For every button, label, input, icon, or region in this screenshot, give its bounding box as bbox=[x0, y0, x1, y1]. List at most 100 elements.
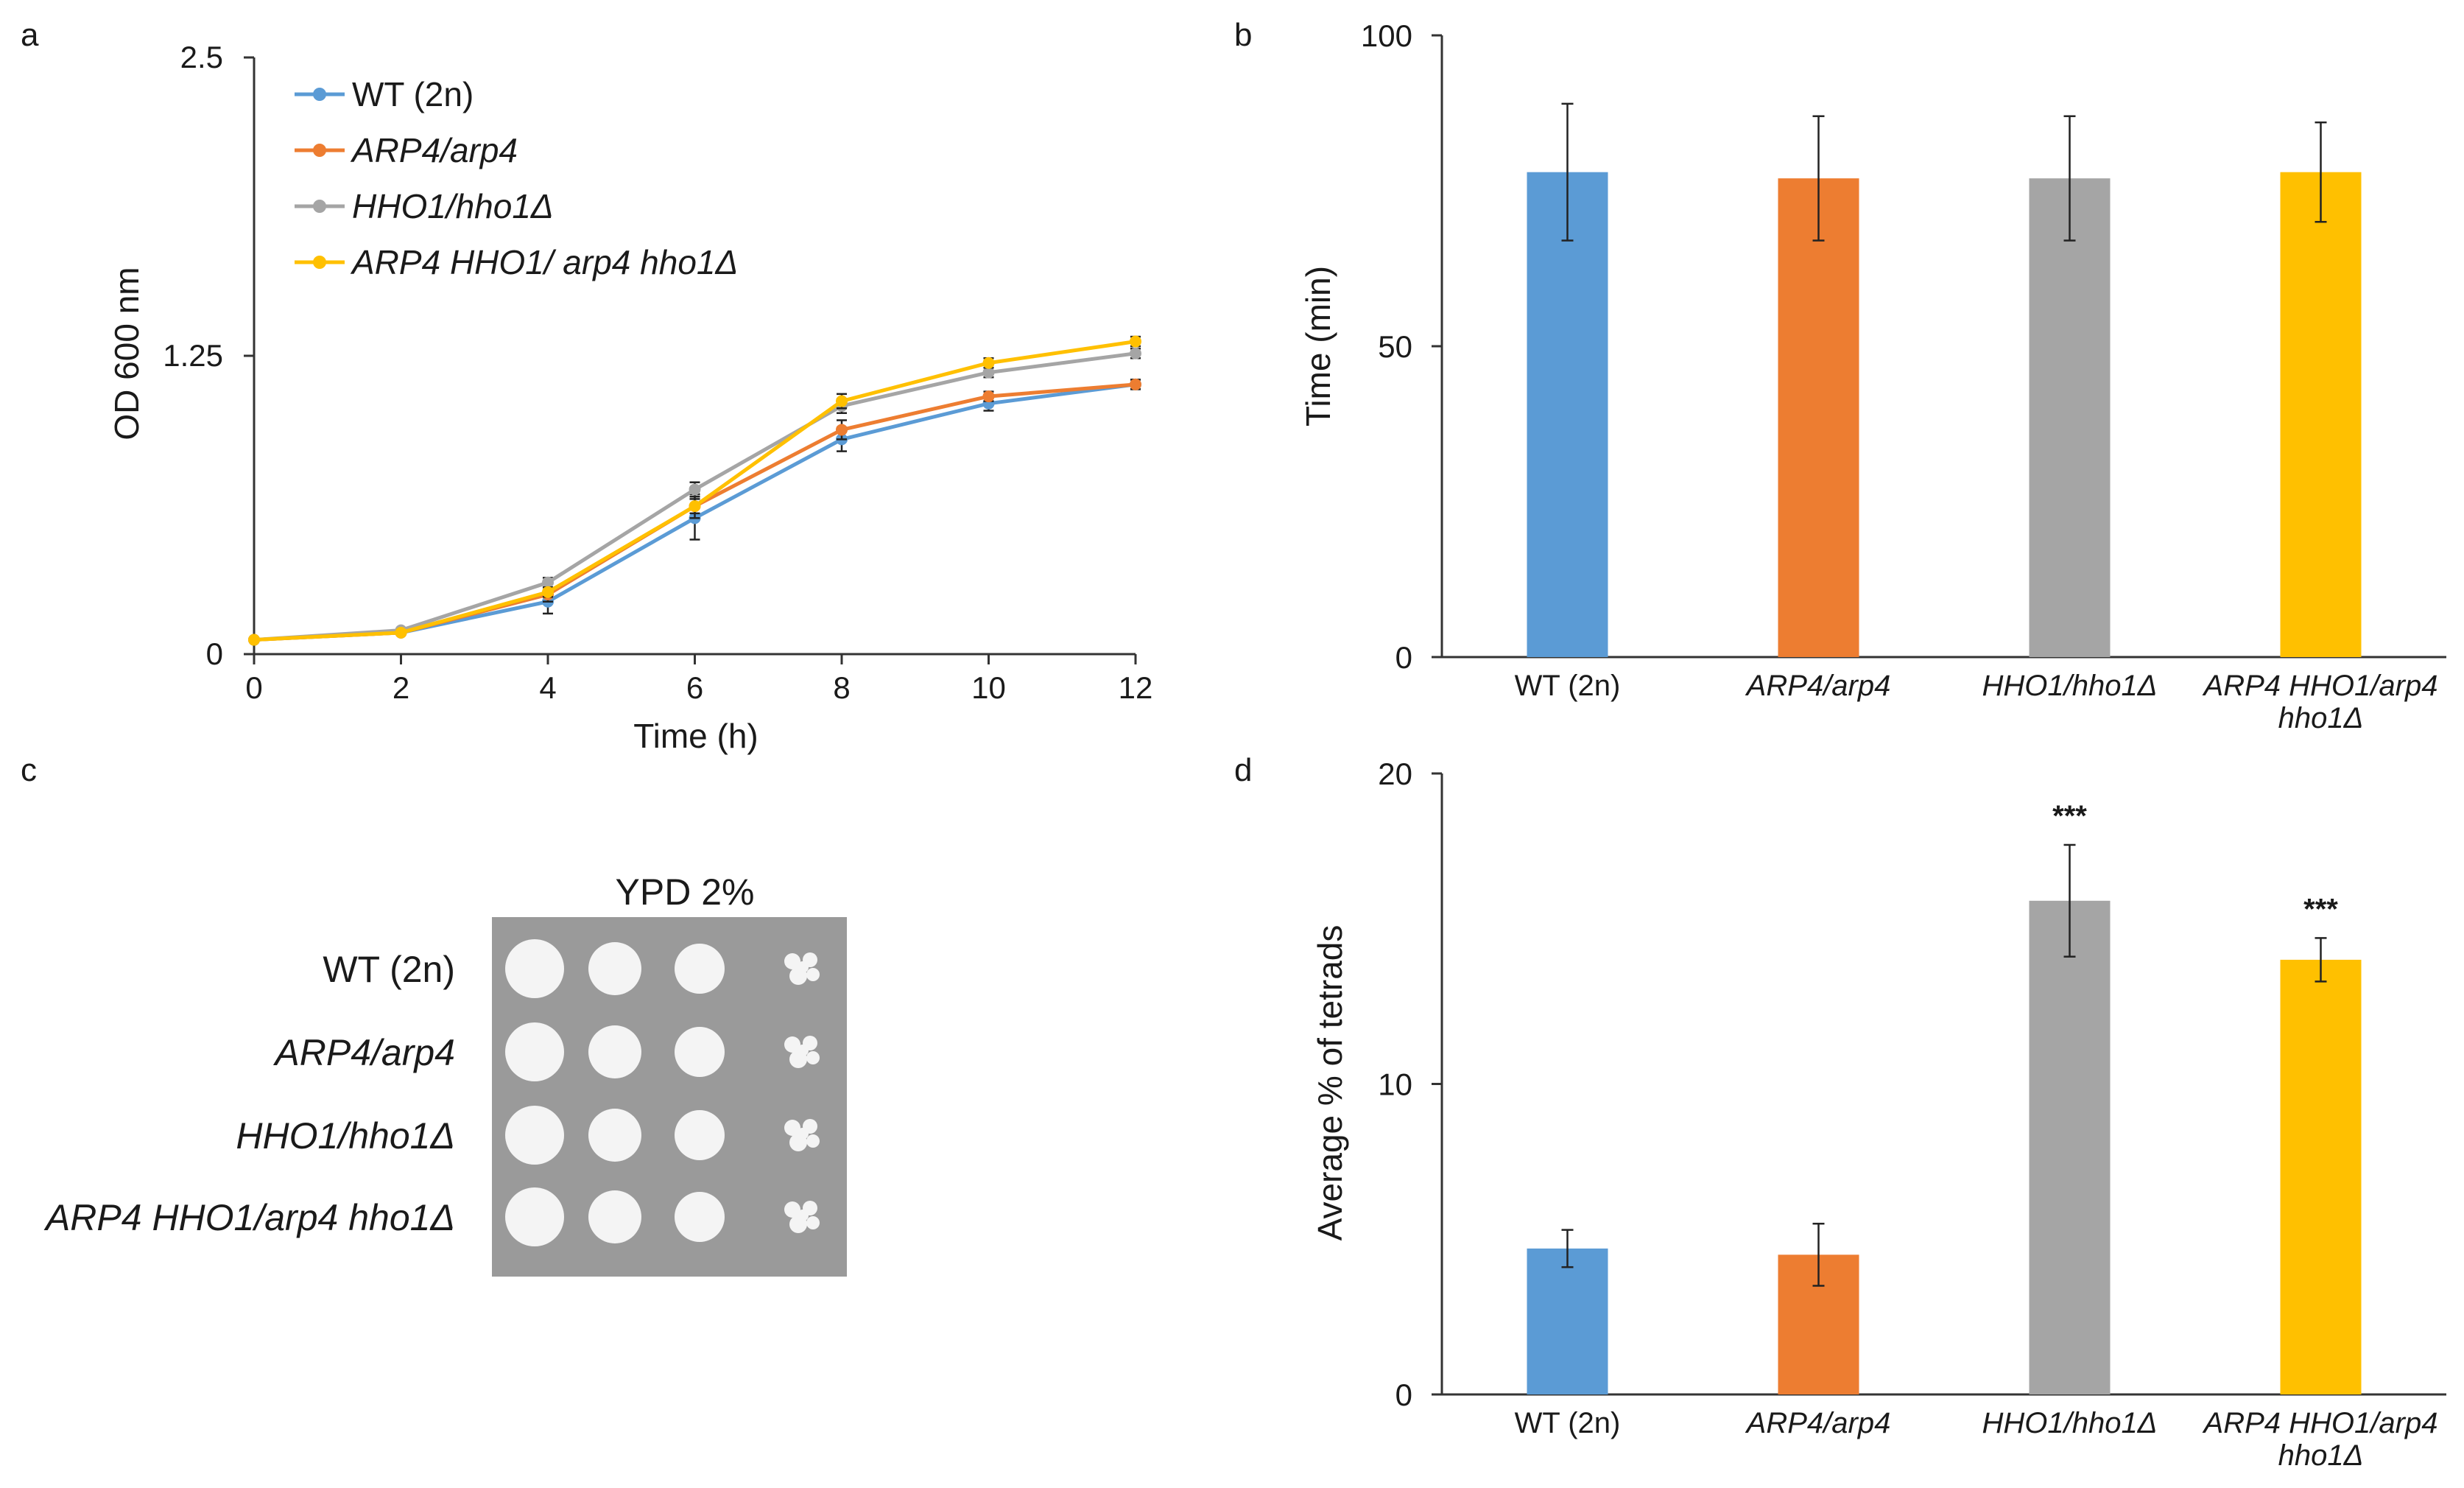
chart-d-bar-group bbox=[1778, 1222, 1859, 1394]
chart-d-bar-wt bbox=[1527, 1248, 1608, 1394]
panel-letter-b: b bbox=[1234, 17, 1252, 53]
chart-a-y-tick-label: 2.5 bbox=[180, 40, 223, 74]
chart-d-error-bar bbox=[2315, 937, 2327, 983]
colony bbox=[797, 961, 809, 973]
chart-d-bar-hho1 bbox=[2029, 900, 2111, 1394]
chart-b-category-label: HHO1/hho1Δ bbox=[1982, 670, 2157, 702]
chart-d-bar-group bbox=[1527, 1229, 1608, 1394]
colony bbox=[784, 953, 800, 969]
chart-d-category-label: WT (2n) bbox=[1515, 1407, 1621, 1439]
chart-b-error-bar bbox=[2315, 121, 2327, 223]
chart-b-bar-group bbox=[1778, 115, 1859, 657]
legend-item-hho1: HHO1/hho1Δ bbox=[295, 187, 554, 225]
series-double bbox=[248, 335, 1141, 646]
chart-b-error-bar bbox=[1812, 115, 1825, 242]
chart-a-x-tick-label: 4 bbox=[539, 670, 556, 705]
chart-d-category-label: ARP4 HHO1/arp4 bbox=[2203, 1407, 2438, 1439]
colony bbox=[784, 1120, 800, 1136]
data-point-arp4 bbox=[1130, 378, 1141, 390]
doubling-time-chart: Time (min) 0 50 100 WT (2n) ARP4/arp4 HHO1/hh… bbox=[1299, 18, 2446, 734]
chart-b-category-label: WT (2n) bbox=[1515, 670, 1621, 702]
strain-label: ARP4 HHO1/arp4 hho1Δ bbox=[43, 1197, 455, 1238]
colony-spot bbox=[588, 1190, 641, 1243]
data-point-arp4 bbox=[982, 390, 995, 403]
chart-a-x-tick-label: 8 bbox=[833, 670, 850, 705]
chart-d-y-tick-label: 20 bbox=[1378, 757, 1412, 791]
colony-spot-sparse bbox=[784, 1201, 820, 1233]
chart-b-error-bar bbox=[1561, 102, 1574, 242]
chart-d-significance-label: *** bbox=[2052, 800, 2087, 832]
chart-d-category-label: ARP4/arp4 bbox=[1745, 1407, 1891, 1439]
chart-d-bar-double bbox=[2280, 959, 2362, 1394]
legend-label-hho1: HHO1/hho1Δ bbox=[352, 187, 554, 225]
tetrad-percentage-chart: Average % of tetrads 0 10 20 WT (2n) ARP4/ar… bbox=[1311, 757, 2446, 1472]
colony-spot bbox=[588, 1025, 641, 1078]
colony-spot bbox=[588, 1109, 641, 1162]
colony bbox=[784, 1036, 800, 1053]
chart-a-x-tick-label: 2 bbox=[393, 670, 409, 705]
chart-b-bar-group bbox=[2280, 121, 2362, 657]
chart-a-x-axis-label: Time (h) bbox=[633, 717, 758, 755]
legend-label-double: ARP4 HHO1/ arp4 hho1Δ bbox=[350, 243, 738, 281]
legend-item-double: ARP4 HHO1/ arp4 hho1Δ bbox=[295, 243, 738, 281]
chart-d-error-bar bbox=[1812, 1222, 1825, 1287]
legend-label-arp4: ARP4/arp4 bbox=[350, 131, 518, 169]
chart-a-y-tick-label: 1.25 bbox=[163, 338, 223, 373]
colony bbox=[797, 1045, 809, 1056]
panel-letter-a: a bbox=[21, 17, 39, 53]
panel-letter-d: d bbox=[1234, 752, 1252, 788]
chart-b-category-label: hho1Δ bbox=[2278, 702, 2364, 734]
chart-d-significance-label: *** bbox=[2303, 893, 2338, 925]
data-point-double bbox=[542, 586, 554, 598]
legend-label-wt: WT (2n) bbox=[352, 75, 474, 113]
colony-spot-sparse bbox=[784, 952, 820, 985]
data-point-hho1 bbox=[542, 576, 554, 589]
data-point-double bbox=[836, 395, 848, 407]
chart-a-y-tick-label: 0 bbox=[206, 636, 223, 671]
chart-b-bar-double bbox=[2280, 172, 2362, 657]
strain-label: HHO1/hho1Δ bbox=[236, 1115, 455, 1157]
chart-a-x-tick-label: 12 bbox=[1119, 670, 1153, 705]
growth-curve-chart: OD 600 nm Time (h) 0 1.25 2.5 0 2 4 6 8 10 12 WT (… bbox=[108, 40, 1152, 755]
series-hho1 bbox=[248, 347, 1141, 646]
data-point-arp4 bbox=[836, 424, 848, 436]
legend-item-arp4: ARP4/arp4 bbox=[295, 131, 518, 169]
legend-marker-arp4 bbox=[313, 144, 326, 157]
chart-d-bar-group: *** bbox=[2029, 800, 2111, 1394]
colony bbox=[806, 968, 820, 981]
colony-spot-sparse bbox=[784, 1036, 820, 1068]
chart-d-category-label: HHO1/hho1Δ bbox=[1982, 1407, 2157, 1439]
colony-spot bbox=[675, 1027, 725, 1077]
legend-item-wt: WT (2n) bbox=[295, 75, 474, 113]
data-point-double bbox=[689, 500, 701, 513]
legend-marker-wt bbox=[313, 88, 326, 101]
colony-spot bbox=[675, 1192, 725, 1242]
data-point-double bbox=[982, 357, 995, 369]
chart-a-y-axis-label: OD 600 nm bbox=[108, 267, 146, 440]
colony-spot bbox=[505, 1106, 564, 1165]
plate-title: YPD 2% bbox=[616, 871, 755, 913]
chart-a-x-tick-label: 6 bbox=[686, 670, 703, 705]
data-point-double bbox=[1130, 335, 1141, 348]
colony bbox=[797, 1128, 809, 1140]
chart-d-bar-group: *** bbox=[2280, 893, 2362, 1394]
colony-spot bbox=[675, 1110, 725, 1160]
colony bbox=[797, 1210, 809, 1221]
panel-letter-c: c bbox=[21, 752, 37, 788]
chart-d-y-axis-label: Average % of tetrads bbox=[1311, 925, 1349, 1241]
chart-b-error-bar bbox=[2063, 115, 2076, 242]
colony-spot bbox=[675, 944, 725, 994]
data-point-hho1 bbox=[689, 483, 701, 496]
data-point-double bbox=[395, 626, 407, 639]
strain-label: ARP4/arp4 bbox=[272, 1032, 455, 1073]
chart-b-bar-arp4 bbox=[1778, 178, 1859, 657]
chart-b-y-tick-label: 100 bbox=[1361, 18, 1412, 53]
chart-b-bar-group bbox=[1527, 102, 1608, 657]
colony-spot bbox=[588, 942, 641, 995]
colony-spot bbox=[505, 939, 564, 998]
legend-marker-hho1 bbox=[313, 200, 326, 213]
strain-label: WT (2n) bbox=[323, 949, 455, 990]
chart-d-error-bar bbox=[1561, 1229, 1574, 1268]
chart-b-y-tick-label: 0 bbox=[1395, 640, 1412, 675]
